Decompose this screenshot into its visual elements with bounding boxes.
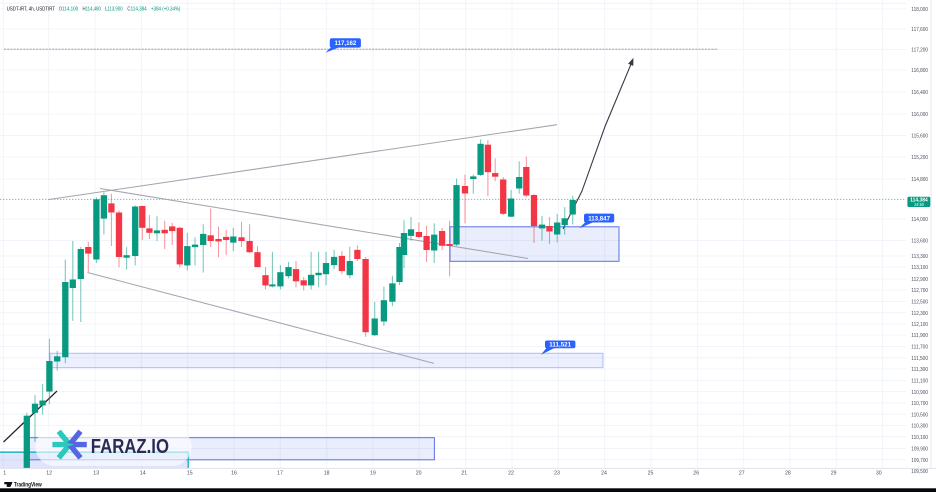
svg-text:114,480: 114,480 <box>86 7 102 13</box>
svg-text:29: 29 <box>831 470 837 476</box>
svg-text:21: 21 <box>461 470 467 476</box>
svg-text:114,100: 114,100 <box>62 7 79 13</box>
svg-text:113,300: 113,300 <box>911 254 928 260</box>
svg-text:111,500: 111,500 <box>911 356 928 362</box>
svg-text:111,700: 111,700 <box>911 345 928 351</box>
svg-text:117,200: 117,200 <box>911 48 928 54</box>
svg-text:114,384: 114,384 <box>131 7 148 13</box>
svg-text:110,500: 110,500 <box>911 412 928 418</box>
svg-text:114,800: 114,800 <box>911 177 928 183</box>
svg-text:14: 14 <box>140 470 146 476</box>
svg-text:30: 30 <box>876 470 882 476</box>
svg-text:113,600: 113,600 <box>911 239 928 245</box>
svg-text:O: O <box>59 7 62 13</box>
svg-text:109,500: 109,500 <box>911 469 928 475</box>
svg-text:23: 23 <box>554 470 560 476</box>
svg-text:109,700: 109,700 <box>911 458 928 464</box>
svg-text:H: H <box>83 7 86 13</box>
svg-text:112,100: 112,100 <box>911 322 928 328</box>
svg-text:113,100: 113,100 <box>911 265 928 271</box>
svg-text:116,000: 116,000 <box>911 112 928 118</box>
svg-text:110,700: 110,700 <box>911 401 928 407</box>
svg-text:110,900: 110,900 <box>911 390 928 396</box>
svg-text:114,000: 114,000 <box>911 217 928 223</box>
svg-text:24: 24 <box>601 470 607 476</box>
svg-text:12: 12 <box>46 470 52 476</box>
svg-text:24:50: 24:50 <box>914 202 924 207</box>
svg-text:TradingView: TradingView <box>14 482 42 489</box>
svg-text:FARAZ.IO: FARAZ.IO <box>91 435 169 458</box>
svg-text:117,600: 117,600 <box>911 27 928 33</box>
svg-text:17: 17 <box>277 470 283 476</box>
svg-text:16: 16 <box>231 470 237 476</box>
svg-text:112,500: 112,500 <box>911 300 928 306</box>
svg-text:111,300: 111,300 <box>911 367 928 373</box>
svg-text:112,700: 112,700 <box>911 288 928 294</box>
svg-text:1: 1 <box>3 470 6 476</box>
svg-text:113,900: 113,900 <box>107 7 123 13</box>
svg-text:25: 25 <box>648 470 654 476</box>
svg-text:118,000: 118,000 <box>911 7 928 13</box>
svg-text:111,521: 111,521 <box>549 342 571 349</box>
svg-text:111,100: 111,100 <box>911 379 928 385</box>
svg-text:27: 27 <box>739 470 745 476</box>
svg-text:116,400: 116,400 <box>911 90 928 96</box>
svg-text:109,900: 109,900 <box>911 447 928 453</box>
svg-text:114,384: 114,384 <box>910 197 928 203</box>
svg-text:28: 28 <box>785 470 791 476</box>
svg-text:112,300: 112,300 <box>911 311 928 317</box>
svg-text:115,600: 115,600 <box>911 134 928 140</box>
svg-text:13: 13 <box>93 470 99 476</box>
svg-text:113,847: 113,847 <box>588 215 610 222</box>
svg-text:22: 22 <box>508 470 514 476</box>
svg-text:18: 18 <box>324 470 330 476</box>
svg-text:26: 26 <box>693 470 699 476</box>
svg-text:C: C <box>127 7 131 13</box>
svg-text:110,100: 110,100 <box>911 435 928 441</box>
svg-text:112,900: 112,900 <box>911 277 928 283</box>
svg-text:20: 20 <box>416 470 422 476</box>
svg-text:117,162: 117,162 <box>335 40 357 47</box>
svg-text:+384 (+0.34%): +384 (+0.34%) <box>151 7 180 13</box>
svg-text:115,200: 115,200 <box>911 155 928 161</box>
svg-text:116,800: 116,800 <box>911 68 928 74</box>
svg-text:111,900: 111,900 <box>911 333 928 339</box>
svg-text:110,300: 110,300 <box>911 424 928 430</box>
svg-text:15: 15 <box>187 470 193 476</box>
svg-text:USDT-IRT, 4h, USDTIRT: USDT-IRT, 4h, USDTIRT <box>7 7 56 13</box>
svg-text:19: 19 <box>370 470 376 476</box>
svg-text:L: L <box>105 7 108 13</box>
